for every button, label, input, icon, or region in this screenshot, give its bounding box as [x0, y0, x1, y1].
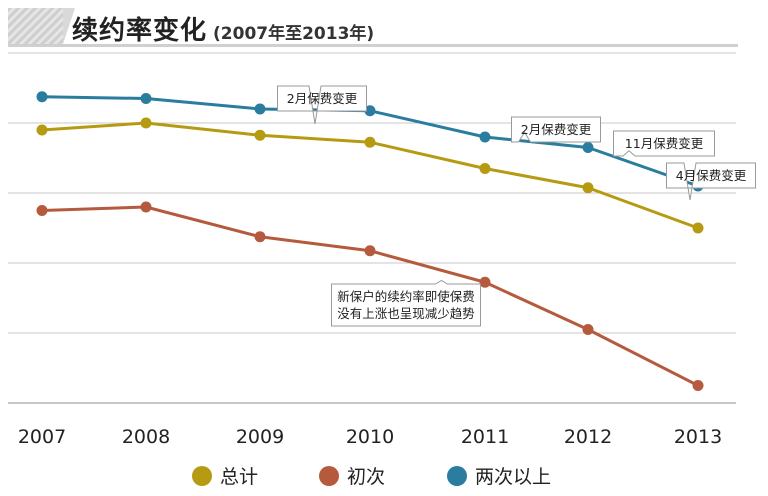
chart-subtitle: (2007年至2013年): [213, 24, 375, 44]
annotation-text: 没有上涨也呈现减少趋势: [337, 306, 475, 321]
data-point-multi: [140, 93, 152, 104]
chart-title: 续约率变化 (2007年至2013年): [72, 10, 374, 47]
annotation-text: 2月保费变更: [521, 122, 592, 137]
line-chart: 2007 2008 2009 2010 2011 2012 2013 2月保费变更 2月保费变更…: [8, 52, 756, 448]
x-tick-label: 2012: [564, 426, 612, 448]
annotation-box: [331, 279, 481, 327]
legend-item-total: 总计: [192, 462, 258, 489]
x-tick-label: 2009: [236, 426, 284, 448]
annotation-text: 4月保费变更: [676, 168, 747, 183]
legend: 总计 初次 两次以上: [0, 462, 768, 492]
data-point-first: [254, 231, 266, 243]
annotation-box: [666, 162, 756, 201]
x-tick-label: 2011: [461, 426, 509, 448]
legend-item-multi: 两次以上: [447, 462, 551, 489]
x-tick-label: 2008: [122, 426, 170, 448]
data-point-total: [254, 129, 266, 141]
data-point-first: [36, 205, 48, 216]
data-point-multi: [582, 142, 594, 153]
chart-title-text: 续约率变化: [72, 16, 208, 46]
data-point-multi: [364, 105, 376, 117]
annotation-box: [613, 130, 715, 157]
data-point-first: [364, 245, 376, 257]
legend-swatch-multi: [447, 465, 467, 486]
data-point-total: [479, 163, 491, 174]
data-point-first: [692, 380, 704, 391]
data-point-total: [582, 182, 594, 194]
x-tick-label: 2007: [18, 426, 66, 448]
data-point-multi: [479, 131, 491, 143]
data-point-total: [36, 124, 48, 136]
legend-item-first: 初次: [319, 462, 385, 489]
data-point-total: [692, 222, 704, 234]
legend-label-total: 总计: [220, 466, 259, 488]
data-point-first: [140, 201, 152, 213]
x-tick-label: 2010: [346, 426, 394, 448]
annotation-text: 11月保费变更: [625, 136, 704, 151]
annotation-text: 2月保费变更: [287, 91, 358, 106]
data-point-multi: [254, 103, 266, 115]
annotation-box: [511, 116, 601, 143]
chart-header: 续约率变化 (2007年至2013年): [0, 0, 740, 50]
legend-swatch-first: [319, 465, 339, 486]
legend-swatch-total: [192, 465, 212, 486]
data-point-total: [140, 117, 152, 129]
header-decoration: [8, 8, 63, 44]
annotation-text: 新保户的续约率即使保费: [337, 289, 475, 304]
header-decoration-wedge: [63, 8, 75, 44]
annotation-box: [277, 85, 367, 124]
data-point-first: [582, 324, 594, 335]
legend-label-first: 初次: [347, 466, 386, 488]
header-rule: [8, 44, 738, 47]
data-point-multi: [36, 91, 48, 103]
legend-label-multi: 两次以上: [475, 466, 552, 488]
data-point-total: [364, 136, 376, 148]
data-point-first: [479, 276, 491, 288]
x-tick-label: 2013: [674, 426, 722, 448]
